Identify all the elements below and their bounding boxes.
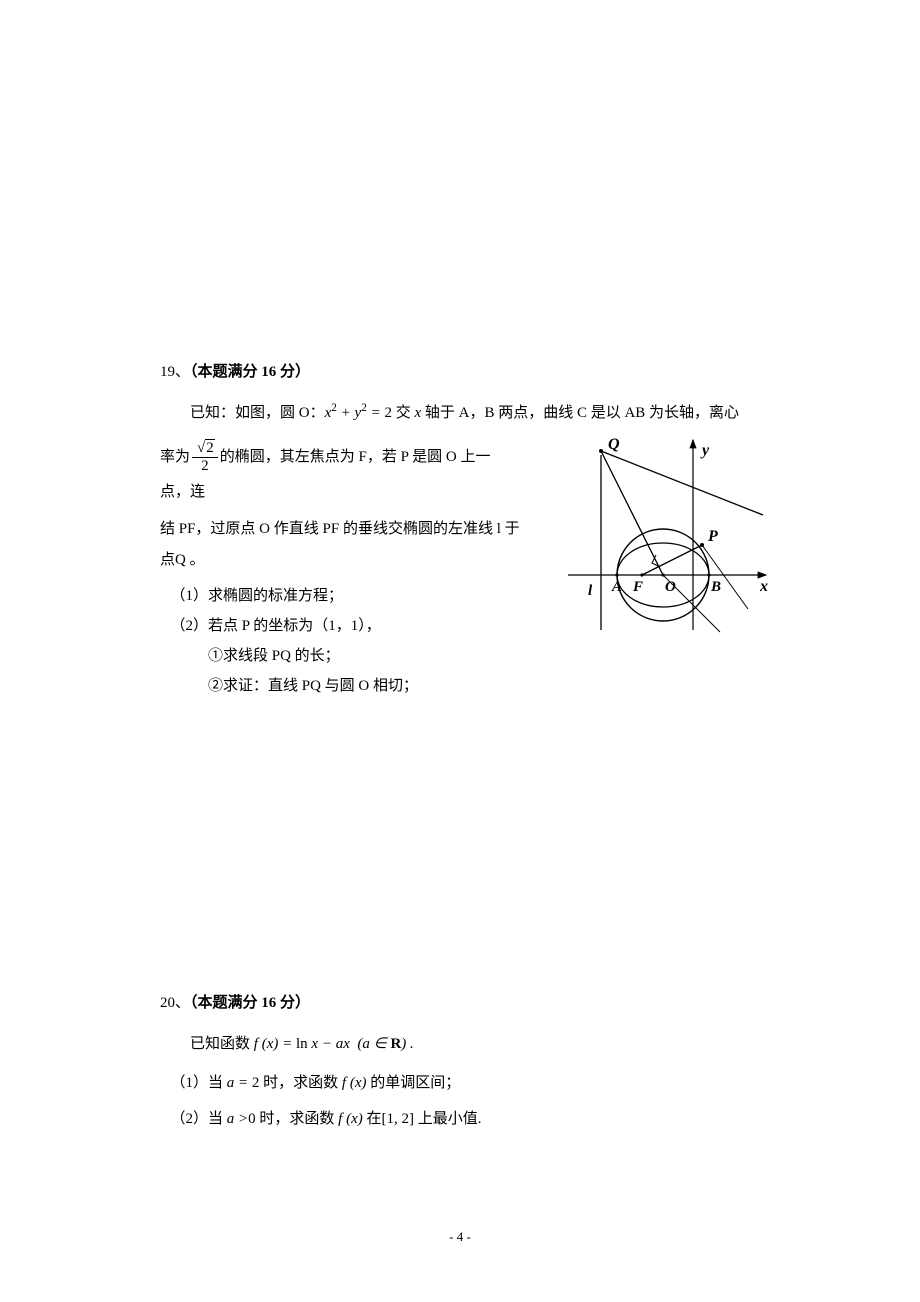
fig-label-Q: Q (608, 436, 620, 453)
q20-s1-suffix: 的单调区间； (367, 1075, 461, 1091)
q20-s2-on: 在 (363, 1111, 382, 1127)
fig-label-P: P (707, 528, 718, 545)
q19-l1-suffix: 轴于 A，B 两点，曲线 C 是以 AB 为长轴，离心 (421, 405, 739, 421)
q19-sub1: （1）求椭圆的标准方程； (171, 581, 521, 611)
q20-line1: 已知函数 f (x) = ln x − ax (a ∈ R) . (160, 1029, 770, 1061)
q20-number: 20、 (160, 995, 190, 1011)
q19-line3: 结 PF，过原点 O 作直线 PF 的垂线交椭圆的左准线 l 于点Q 。 (160, 514, 520, 577)
q19-heading-bold: （本题满分 16 分） (190, 364, 310, 380)
q19-heading: 19、（本题满分 16 分） (160, 360, 770, 384)
q20-s2-fx: f (x) (338, 1111, 363, 1127)
q20-s1-mid: 时，求函数 (263, 1075, 342, 1091)
q20-s2-suffix: 上最小值. (414, 1111, 482, 1127)
q19-l1-eq: x2 + y2 = 2 (325, 405, 392, 421)
q20-s1-eq: a = 2 (223, 1075, 263, 1091)
fig-label-B: B (710, 579, 721, 595)
q19-l1-mid: 交 (392, 405, 415, 421)
fig-label-A: A (611, 579, 622, 595)
q20-heading-bold: （本题满分 16 分） (190, 995, 310, 1011)
q20-l1-prefix: 已知函数 (190, 1036, 254, 1052)
fig-label-l: l (588, 583, 593, 599)
q20-sub2: （2）当 a >0 时，求函数 f (x) 在[1, 2] 上最小值. (171, 1104, 771, 1134)
q20-s2-interval: [1, 2] (382, 1111, 415, 1127)
q19-sub2a: ①求线段 PQ 的长； (208, 641, 520, 671)
q20-s2-eq: a >0 (227, 1111, 256, 1127)
q19-sub2: （2）若点 P 的坐标为（1，1）， (171, 611, 521, 641)
q19-l2-prefix: 率为 (160, 449, 190, 465)
q20-l1-eq: f (x) = ln x − ax (a ∈ R) . (254, 1036, 414, 1052)
fig-label-O: O (665, 579, 676, 595)
q19-line2: 率为22的椭圆，其左焦点为 F，若 P 是圆 O 上一点，连 (160, 440, 520, 510)
q20-s1-prefix: （1）当 (171, 1075, 224, 1091)
q19-number: 19、 (160, 364, 190, 380)
fig-label-F: F (632, 579, 643, 595)
q20-heading: 20、（本题满分 16 分） (160, 991, 770, 1015)
q19-l1-prefix: 已知：如图，圆 O： (190, 405, 325, 421)
fig-label-y: y (700, 442, 710, 459)
fig-label-x: x (759, 578, 768, 595)
q20-sub1: （1）当 a = 2 时，求函数 f (x) 的单调区间； (171, 1068, 771, 1098)
q20-s1-fx: f (x) (342, 1075, 367, 1091)
q19-figure: Q y P x A F O B l (548, 425, 778, 645)
q19-sub2b: ②求证：直线 PQ 与圆 O 相切； (208, 671, 520, 701)
q20-s2-prefix: （2）当 (171, 1111, 227, 1127)
q20-s2-mid: 时，求函数 (256, 1111, 339, 1127)
page-number: - 4 - (0, 1229, 920, 1245)
q19-l2-frac: 22 (192, 440, 218, 476)
